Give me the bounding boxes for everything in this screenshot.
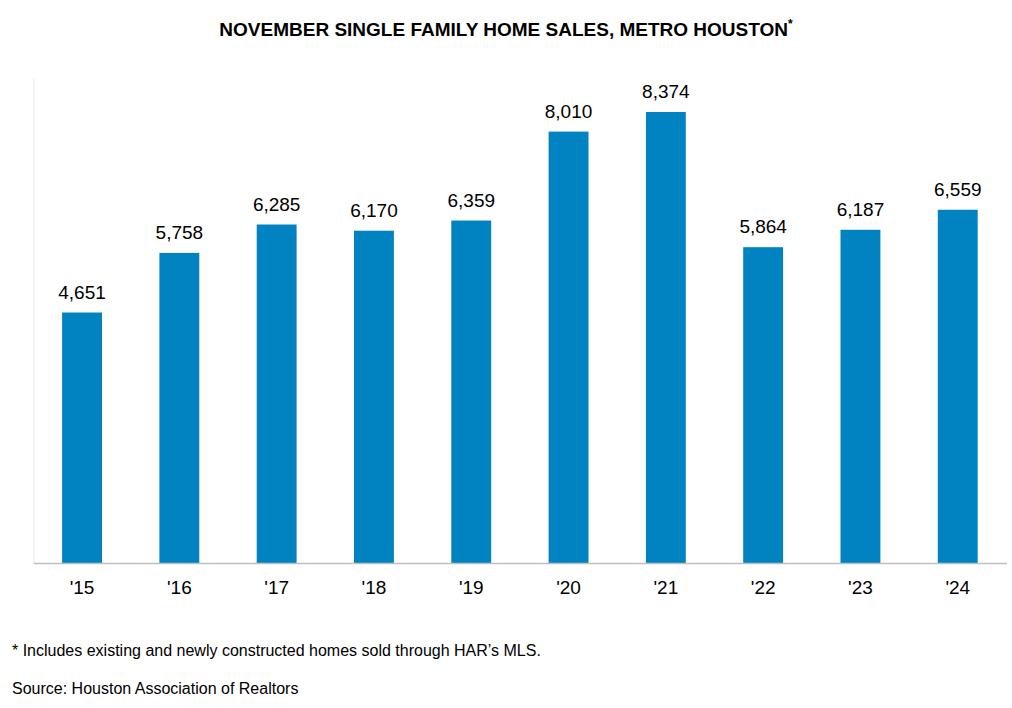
bar [743, 247, 783, 563]
x-tick-label: '16 [167, 577, 192, 598]
y-axis [33, 79, 34, 564]
data-label: 6,359 [447, 190, 495, 211]
data-label: 8,010 [545, 101, 593, 122]
data-label: 6,187 [837, 199, 885, 220]
title-marker: * [788, 17, 793, 31]
x-tick-label: '18 [362, 577, 387, 598]
title: NOVEMBER SINGLE FAMILY HOME SALES, METRO… [219, 17, 793, 40]
x-tick: '23 [848, 577, 873, 598]
bar [841, 230, 881, 563]
note: * Includes existing and newly constructe… [12, 642, 541, 659]
x-tick-label: '21 [653, 577, 678, 598]
bar [354, 231, 394, 563]
data-label: 6,285 [253, 194, 301, 215]
bars [62, 112, 978, 563]
bar [159, 253, 199, 563]
bar [257, 225, 297, 563]
note: Source: Houston Association of Realtors [12, 680, 298, 697]
x-tick: '19 [459, 577, 484, 598]
bar [938, 210, 978, 563]
y-axis-line [33, 79, 34, 564]
data-label: 5,758 [156, 222, 204, 243]
x-tick-label: '20 [556, 577, 581, 598]
x-tick-label: '23 [848, 577, 873, 598]
x-tick: '15 [70, 577, 95, 598]
x-tick: '17 [264, 577, 289, 598]
bar [451, 221, 491, 563]
x-tick: '16 [167, 577, 192, 598]
bar [549, 132, 589, 563]
x-tick-label: '17 [264, 577, 289, 598]
x-tick: '22 [751, 577, 776, 598]
x-tick-label: '22 [751, 577, 776, 598]
data-labels: 4,651 5,758 6,285 6,170 6,359 8,010 8,374 5,864… [58, 81, 981, 303]
x-tick: '20 [556, 577, 581, 598]
data-label: 4,651 [58, 282, 106, 303]
x-tick-label: '15 [70, 577, 95, 598]
bar [62, 313, 102, 563]
x-axis: '15 '16 '17 '18 '19 '20 '21 '22 '23 '24 [34, 564, 1007, 599]
notes: * Includes existing and newly constructe… [12, 642, 541, 697]
bar [646, 112, 686, 563]
x-tick: '18 [362, 577, 387, 598]
x-tick: '24 [945, 577, 970, 598]
data-label: 8,374 [642, 81, 690, 102]
x-tick-label: '19 [459, 577, 484, 598]
x-tick: '21 [653, 577, 678, 598]
x-tick-label: '24 [945, 577, 970, 598]
x-axis-line [34, 563, 1007, 565]
chart: NOVEMBER SINGLE FAMILY HOME SALES, METRO… [0, 0, 1012, 708]
data-label: 6,559 [934, 179, 982, 200]
data-label: 5,864 [739, 216, 787, 237]
data-label: 6,170 [350, 200, 398, 221]
title-main: NOVEMBER SINGLE FAMILY HOME SALES, METRO… [219, 19, 788, 40]
